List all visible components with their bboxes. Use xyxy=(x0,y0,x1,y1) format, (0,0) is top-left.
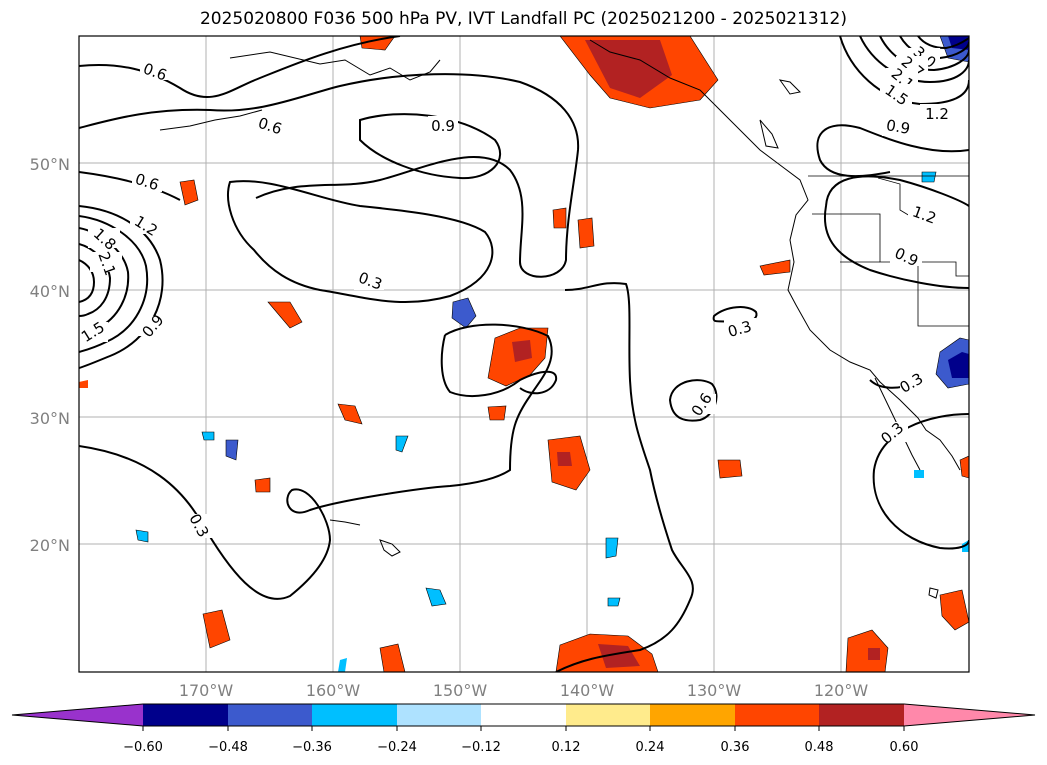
colorbar-swatch xyxy=(819,704,904,726)
anomaly-patch xyxy=(921,171,937,183)
lat-label: 50°N xyxy=(30,155,70,174)
lat-label: 30°N xyxy=(30,409,70,428)
pv-contour xyxy=(79,205,164,369)
lon-label: 130°W xyxy=(687,681,742,700)
colorbar-tick-label: 0.48 xyxy=(805,740,834,755)
pv-contour xyxy=(359,113,501,180)
lon-label: 160°W xyxy=(306,681,361,700)
anomaly-patch xyxy=(557,452,572,466)
colorbar-swatch xyxy=(566,704,650,726)
anomaly-patch xyxy=(395,435,409,453)
anomaly-patch xyxy=(605,537,619,559)
anomaly-patch xyxy=(451,297,477,329)
colorbar-tick-label: −0.36 xyxy=(292,740,332,755)
anomaly-patch xyxy=(202,609,231,649)
pv-contour xyxy=(879,36,969,72)
colorbar-swatch xyxy=(397,704,481,726)
pv-contour xyxy=(816,124,969,178)
pv-contour xyxy=(823,175,969,289)
anomaly-patch xyxy=(201,431,215,441)
anomaly-patch xyxy=(759,259,791,276)
pv-contour xyxy=(227,180,494,303)
lon-label: 140°W xyxy=(560,681,615,700)
lat-labels: 50°N 40°N 30°N 20°N xyxy=(30,155,70,555)
pv-contour xyxy=(917,36,969,50)
colorbar-swatch xyxy=(143,704,228,726)
colorbar-tick-label: −0.60 xyxy=(123,740,163,755)
anomaly-patch xyxy=(598,644,640,668)
anomaly-patch xyxy=(607,597,621,607)
anomaly-patch xyxy=(868,648,880,660)
anomaly-patch xyxy=(585,40,672,98)
colorbar-swatch xyxy=(228,704,312,726)
lat-label: 40°N xyxy=(30,282,70,301)
anomaly-patch xyxy=(79,380,88,388)
contour-label: 0.9 xyxy=(885,116,912,138)
colorbar-swatch xyxy=(735,704,819,726)
colorbar-extend-min xyxy=(12,704,143,726)
pv-contour xyxy=(555,282,694,672)
anomaly-patch xyxy=(225,439,239,461)
lon-label: 120°W xyxy=(814,681,869,700)
anomaly-patch xyxy=(717,459,743,479)
pv-contour xyxy=(79,323,553,600)
colorbar-tick-label: 0.36 xyxy=(721,740,750,755)
pv-contour xyxy=(440,334,558,397)
anomaly-patch xyxy=(512,340,532,362)
anomaly-patch xyxy=(959,455,969,479)
colorbar-tick-label: −0.48 xyxy=(208,740,248,755)
anomaly-patch xyxy=(267,301,303,329)
anomaly-patch xyxy=(338,658,347,672)
anomaly-patch xyxy=(179,179,199,206)
pv-contour xyxy=(79,73,580,278)
colorbar-tick-label: 0.60 xyxy=(890,740,919,755)
lon-labels: 170°W 160°W 150°W 140°W 130°W 120°W xyxy=(179,681,869,700)
contour-label: 1.2 xyxy=(925,105,949,123)
colorbar-extend-max xyxy=(904,704,1035,726)
anomaly-patch xyxy=(425,587,447,607)
positive-anomaly-shading xyxy=(79,36,969,672)
colorbar-tick-label: 0.12 xyxy=(552,740,581,755)
anomaly-patch xyxy=(939,589,969,631)
pv-contour xyxy=(859,36,969,84)
lon-label: 170°W xyxy=(179,681,234,700)
pv-contour xyxy=(79,36,401,98)
anomaly-patch xyxy=(552,207,567,229)
colorbar xyxy=(11,703,1036,731)
colorbar-swatch xyxy=(481,704,566,726)
colorbar-tick-label: −0.24 xyxy=(377,740,417,755)
anomaly-patch xyxy=(487,405,507,421)
anomaly-patch xyxy=(379,643,406,672)
colorbar-tick-labels: −0.60 −0.48 −0.36 −0.24 −0.12 0.12 0.24 … xyxy=(123,740,918,755)
pv-contour xyxy=(79,171,181,201)
anomaly-patch xyxy=(337,403,363,425)
colorbar-swatch xyxy=(312,704,397,726)
anomaly-patch xyxy=(135,529,149,543)
map-frame xyxy=(78,35,970,673)
anomaly-patch xyxy=(254,477,271,493)
anomaly-patch xyxy=(577,217,595,249)
pv-contour xyxy=(79,259,96,303)
contour-label: 0.9 xyxy=(431,117,455,135)
gridlines xyxy=(79,36,969,672)
pv-contour xyxy=(872,413,969,550)
lat-label: 20°N xyxy=(30,536,70,555)
map-title: 2025020800 F036 500 hPa PV, IVT Landfall… xyxy=(199,9,847,29)
lon-label: 150°W xyxy=(433,681,488,700)
anomaly-patch xyxy=(948,352,969,378)
anomaly-patch xyxy=(914,470,924,478)
pv-contour xyxy=(839,36,969,106)
colorbar-tick-label: 0.24 xyxy=(636,740,665,755)
colorbar-tick-label: −0.12 xyxy=(461,740,501,755)
contour-label: 0.3 xyxy=(726,317,754,341)
anomaly-patch xyxy=(845,629,889,672)
colorbar-swatch xyxy=(650,704,735,726)
